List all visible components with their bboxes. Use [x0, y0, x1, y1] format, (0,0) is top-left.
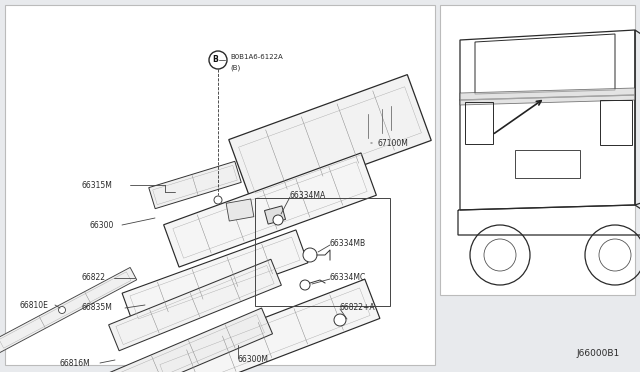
Text: 66816M: 66816M: [60, 359, 91, 368]
Polygon shape: [264, 206, 285, 224]
Circle shape: [300, 280, 310, 290]
Polygon shape: [164, 153, 376, 267]
Circle shape: [334, 314, 346, 326]
Polygon shape: [109, 259, 282, 351]
Polygon shape: [150, 279, 380, 372]
Bar: [5, 5, 435, 365]
Text: (B): (B): [230, 65, 240, 71]
Bar: [255, 198, 390, 306]
Bar: [600, 100, 632, 145]
Polygon shape: [226, 199, 254, 221]
Polygon shape: [77, 308, 273, 372]
Text: 67100M: 67100M: [378, 138, 409, 148]
Text: 66334MA: 66334MA: [290, 190, 326, 199]
Text: 66822: 66822: [82, 273, 106, 282]
Polygon shape: [148, 161, 241, 209]
Circle shape: [214, 196, 222, 204]
Polygon shape: [228, 75, 431, 205]
Polygon shape: [460, 88, 635, 105]
Text: 66300: 66300: [90, 221, 115, 230]
Circle shape: [303, 248, 317, 262]
Polygon shape: [0, 267, 137, 353]
Text: J66000B1: J66000B1: [577, 349, 620, 358]
Text: 66300M: 66300M: [238, 356, 269, 365]
Text: 66334MB: 66334MB: [330, 238, 366, 247]
Bar: [440, 5, 635, 295]
Polygon shape: [122, 230, 308, 326]
Text: 66835M: 66835M: [82, 304, 113, 312]
Text: 66315M: 66315M: [82, 180, 113, 189]
Text: 66334MC: 66334MC: [330, 273, 366, 282]
Text: 66810E: 66810E: [20, 301, 49, 310]
Text: B: B: [212, 55, 218, 64]
Bar: [515, 150, 580, 178]
Circle shape: [209, 51, 227, 69]
Circle shape: [58, 307, 65, 314]
Circle shape: [273, 215, 283, 225]
Text: 66822+A: 66822+A: [340, 304, 376, 312]
Bar: [465, 102, 493, 144]
Text: B0B1A6-6122A: B0B1A6-6122A: [230, 54, 283, 60]
